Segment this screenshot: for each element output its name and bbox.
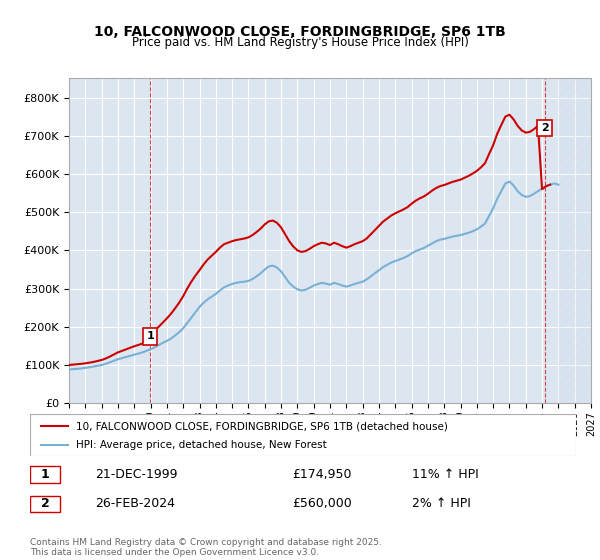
Text: 21-DEC-1999: 21-DEC-1999 <box>95 468 178 481</box>
Text: £560,000: £560,000 <box>292 497 352 510</box>
Text: 2: 2 <box>41 497 50 510</box>
Text: Contains HM Land Registry data © Crown copyright and database right 2025.
This d: Contains HM Land Registry data © Crown c… <box>30 538 382 557</box>
Text: 10, FALCONWOOD CLOSE, FORDINGBRIDGE, SP6 1TB: 10, FALCONWOOD CLOSE, FORDINGBRIDGE, SP6… <box>94 25 506 39</box>
FancyBboxPatch shape <box>30 414 576 456</box>
Text: 1: 1 <box>146 332 154 342</box>
Text: 26-FEB-2024: 26-FEB-2024 <box>95 497 176 510</box>
Text: 11% ↑ HPI: 11% ↑ HPI <box>412 468 479 481</box>
Text: £174,950: £174,950 <box>292 468 352 481</box>
Text: 2% ↑ HPI: 2% ↑ HPI <box>412 497 471 510</box>
Text: 2: 2 <box>541 123 548 133</box>
Bar <box>559 78 591 403</box>
Text: 1: 1 <box>41 468 50 481</box>
Text: Price paid vs. HM Land Registry's House Price Index (HPI): Price paid vs. HM Land Registry's House … <box>131 36 469 49</box>
Text: 10, FALCONWOOD CLOSE, FORDINGBRIDGE, SP6 1TB (detached house): 10, FALCONWOOD CLOSE, FORDINGBRIDGE, SP6… <box>76 421 448 431</box>
FancyBboxPatch shape <box>30 496 60 512</box>
FancyBboxPatch shape <box>30 466 60 483</box>
Text: HPI: Average price, detached house, New Forest: HPI: Average price, detached house, New … <box>76 440 327 450</box>
